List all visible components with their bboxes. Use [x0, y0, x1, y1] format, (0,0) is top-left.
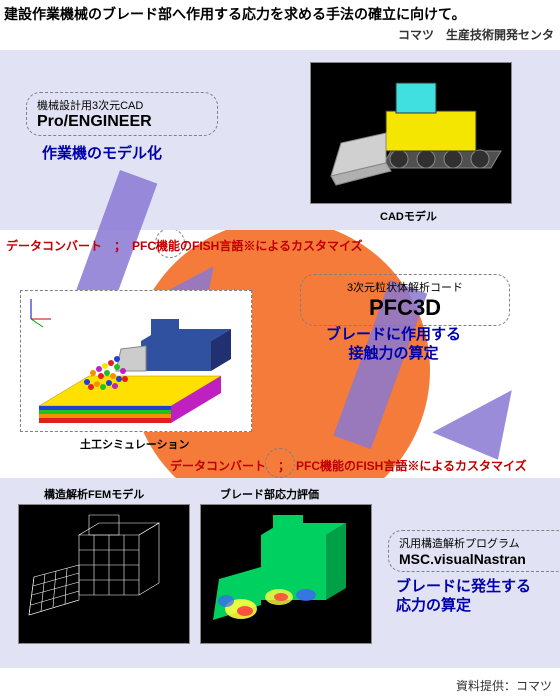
nastran-box: 汎用構造解析プログラム MSC.visualNastran	[388, 530, 560, 572]
cad-model-image	[310, 62, 512, 204]
convert-label-1: データコンバート ； PFC機能のFISH言語※によるカスタマイズ	[6, 237, 363, 254]
cad-box-big: Pro/ENGINEER	[37, 113, 207, 131]
middle-caption-1: ブレードに作用する	[326, 326, 461, 343]
middle-caption: ブレードに作用する 接触力の算定	[326, 326, 461, 364]
convert-label-2: データコンバート ； PFC機能のFISH言語※によるカスタマイズ	[170, 457, 527, 474]
sim-caption: 土工シミュレーション	[80, 436, 190, 452]
cad-box-small: 機械設計用3次元CAD	[37, 97, 207, 113]
stress-caption: ブレード部応力評価	[220, 486, 319, 502]
nastran-box-small: 汎用構造解析プログラム	[399, 535, 559, 551]
footer-credit: 資料提供：コマツ	[456, 677, 552, 694]
top-caption: 作業機のモデル化	[42, 142, 162, 163]
cad-model-caption: CADモデル	[380, 208, 437, 224]
bottom-caption: ブレードに発生する 応力の算定	[396, 578, 531, 616]
pfc-box-small: 3次元粒状体解析コード	[311, 279, 499, 295]
cad-software-box: 機械設計用3次元CAD Pro/ENGINEER	[26, 92, 218, 136]
fem-image	[18, 504, 190, 644]
nastran-box-big: MSC.visualNastran	[399, 551, 559, 567]
org-label: コマツ 生産技術開発センタ	[398, 26, 554, 43]
pfc-box: 3次元粒状体解析コード PFC3D	[300, 274, 510, 326]
bottom-caption-1: ブレードに発生する	[396, 578, 531, 595]
bottom-caption-2: 応力の算定	[396, 597, 471, 614]
page-title: 建設作業機械のブレード部へ作用する応力を求める手法の確立に向けて。	[4, 4, 556, 24]
fem-caption: 構造解析FEMモデル	[44, 486, 144, 502]
pfc-box-big: PFC3D	[311, 295, 499, 321]
middle-caption-2: 接触力の算定	[349, 345, 439, 362]
sim-image	[20, 290, 252, 432]
stress-image	[200, 504, 372, 644]
